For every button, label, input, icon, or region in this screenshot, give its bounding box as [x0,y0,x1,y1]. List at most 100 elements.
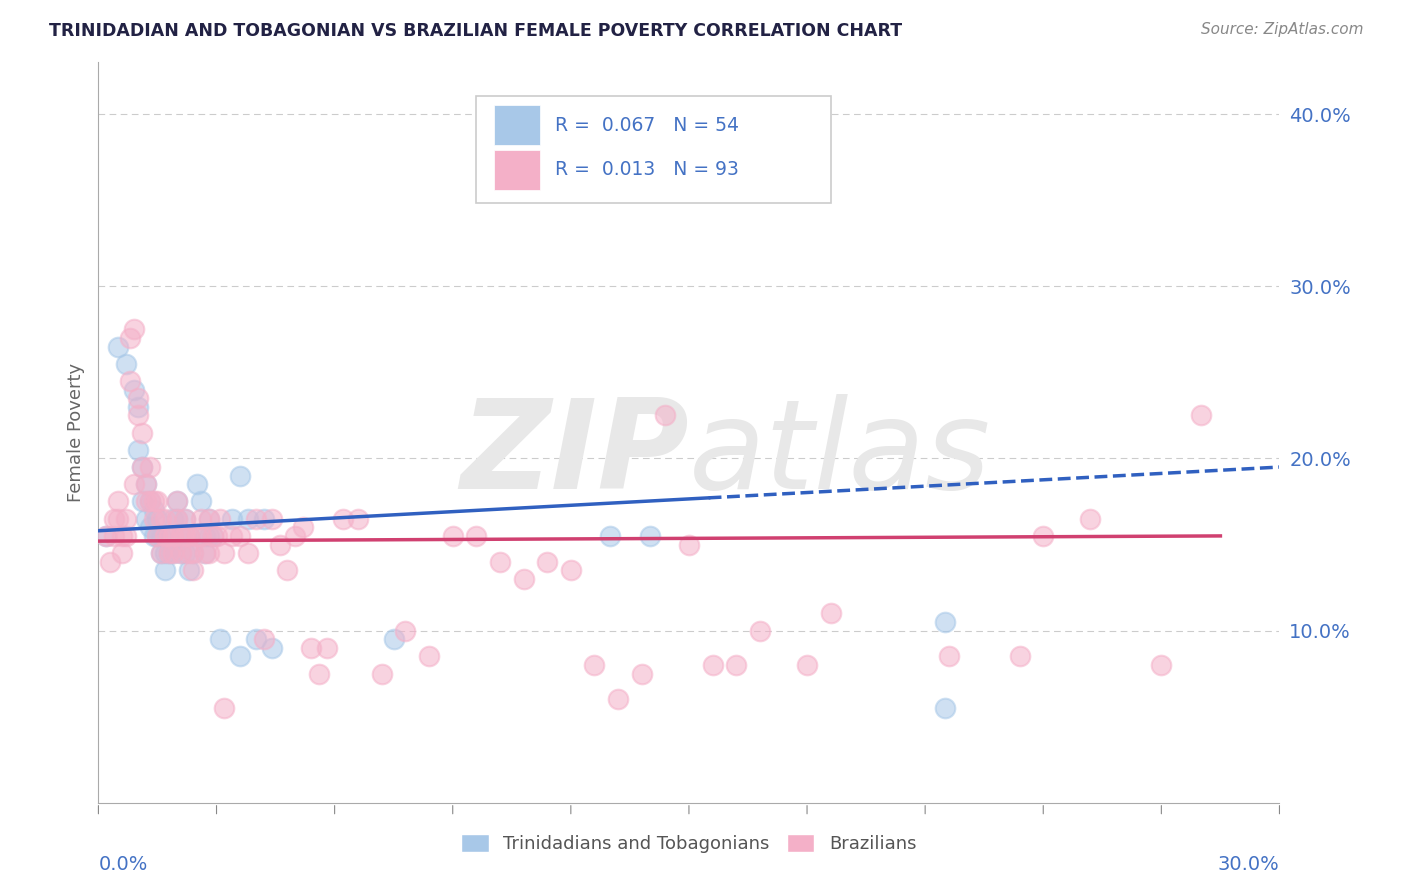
Point [197,529,219,543]
Point [194,546,217,560]
Point [181,546,204,560]
Point [157,546,180,560]
Point [166,494,188,508]
Point [315,640,337,655]
Point [181,563,204,577]
Point [229,649,252,664]
Point [678,537,700,551]
FancyBboxPatch shape [477,95,831,203]
Point [229,468,252,483]
Point [214,546,236,560]
Legend: Trinidadians and Tobagonians, Brazilians: Trinidadians and Tobagonians, Brazilians [454,827,924,861]
Point [107,512,129,526]
Point [146,529,169,543]
Point [162,546,184,560]
Point [157,529,180,543]
Point [111,529,134,543]
Point [748,624,770,638]
Point [236,512,259,526]
Point [150,512,173,526]
Point [118,374,141,388]
Point [382,632,405,647]
Point [115,512,138,526]
Point [512,572,534,586]
Point [332,512,354,526]
Point [115,529,138,543]
Point [221,529,243,543]
Point [599,529,621,543]
Point [292,520,315,534]
Point [347,512,370,526]
Point [190,512,212,526]
Point [138,520,160,534]
Point [174,546,197,560]
Point [166,512,188,526]
Point [157,546,180,560]
Point [135,512,157,526]
Point [186,529,208,543]
Point [174,512,197,526]
Point [146,512,169,526]
Point [245,632,267,647]
Point [197,512,219,526]
Text: 30.0%: 30.0% [1218,855,1279,873]
Point [190,529,212,543]
Point [96,529,118,543]
Point [174,529,197,543]
Point [155,563,177,577]
Point [1080,512,1102,526]
Y-axis label: Female Poverty: Female Poverty [66,363,84,502]
FancyBboxPatch shape [494,150,540,190]
Point [209,632,232,647]
Point [174,512,197,526]
Point [142,512,165,526]
Point [702,658,724,673]
Point [1150,658,1173,673]
Point [111,546,134,560]
Point [725,658,748,673]
Point [934,615,956,629]
Point [654,409,676,423]
Point [96,529,118,543]
Text: TRINIDADIAN AND TOBAGONIAN VS BRAZILIAN FEMALE POVERTY CORRELATION CHART: TRINIDADIAN AND TOBAGONIAN VS BRAZILIAN … [49,22,903,40]
Point [229,529,252,543]
Point [122,477,145,491]
Point [135,477,157,491]
Point [201,529,224,543]
Point [166,512,188,526]
Point [209,512,232,526]
Point [131,494,153,508]
Point [162,546,184,560]
Point [177,546,200,560]
Point [638,529,661,543]
Point [214,701,236,715]
Point [1189,409,1212,423]
Point [441,529,464,543]
Point [236,546,259,560]
Point [127,442,149,457]
Point [103,512,125,526]
Point [269,537,291,551]
Point [560,563,582,577]
Point [155,546,177,560]
Point [201,529,224,543]
Point [194,529,217,543]
Point [607,692,630,706]
Point [186,477,208,491]
Point [127,400,149,414]
Point [142,503,165,517]
Point [299,640,322,655]
Point [583,658,606,673]
Point [138,494,160,508]
FancyBboxPatch shape [494,105,540,145]
Point [150,546,173,560]
Text: atlas: atlas [689,394,991,516]
Point [150,546,173,560]
Point [150,529,173,543]
Point [197,512,219,526]
Point [135,494,157,508]
Point [177,529,200,543]
Point [103,529,125,543]
Point [371,666,394,681]
Point [418,649,440,664]
